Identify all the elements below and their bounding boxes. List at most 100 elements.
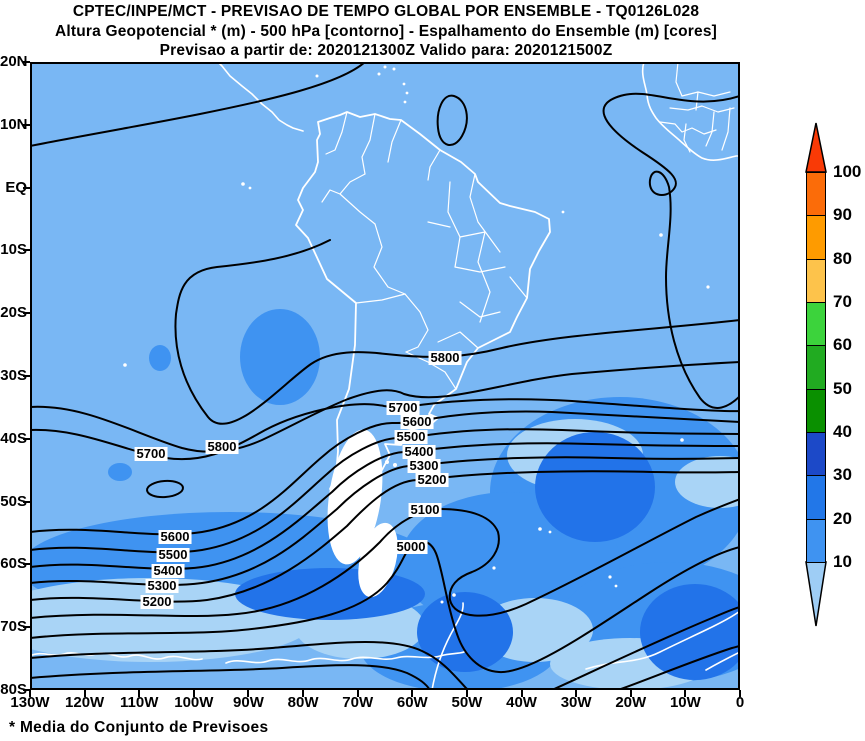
colorbar-tick-label: 40	[833, 422, 852, 441]
x-axis-label: 10W	[669, 694, 701, 711]
y-axis-tick	[23, 249, 30, 252]
y-axis-tick	[23, 626, 30, 629]
contour-label: 5300	[145, 578, 179, 593]
contour-label: 5400	[151, 563, 185, 578]
contour-label: 5000	[394, 539, 428, 554]
x-axis-tick	[411, 690, 414, 697]
colorbar-arrow-low	[805, 561, 827, 627]
contour-label: 5500	[156, 547, 190, 562]
x-axis-label: 0	[735, 694, 745, 711]
x-axis-tick	[684, 690, 687, 697]
title-line-2: Altura Geopotencial * (m) - 500 hPa [con…	[54, 22, 718, 40]
central-america-coastline	[217, 61, 304, 132]
x-axis-label: 30W	[560, 694, 592, 711]
x-axis-tick	[738, 690, 741, 697]
y-axis-tick	[23, 186, 30, 189]
contour-label: 5800	[205, 439, 239, 454]
colorbar-arrow-high	[805, 122, 827, 173]
colorbar-tick-label: 30	[833, 465, 852, 485]
country-state-borders	[321, 111, 528, 390]
x-axis-label: 70W	[342, 694, 374, 711]
x-axis-label: 110W	[120, 694, 159, 711]
x-axis-label: 90W	[233, 694, 264, 711]
contour-label: 5500	[394, 429, 428, 444]
x-axis-label: 40W	[506, 694, 537, 711]
colorbar-tick-label: 10	[833, 552, 852, 571]
y-axis-label: 70S	[0, 618, 27, 636]
y-axis-label: 60S	[0, 555, 27, 573]
chart-titles: CPTEC/INPE/MCT - PREVISAO DE TEMPO GLOBA…	[0, 2, 772, 61]
x-axis-tick	[302, 690, 305, 697]
y-axis-label: 30S	[0, 367, 27, 384]
y-axis-label: 20N	[0, 53, 28, 70]
y-axis-label: 40S	[0, 429, 27, 447]
y-axis-label: 10N	[0, 115, 28, 133]
contour-label: 5700	[134, 446, 168, 461]
x-axis-tick	[629, 690, 632, 697]
map-canvas	[0, 61, 780, 692]
x-axis-tick	[520, 690, 523, 697]
plot-border	[30, 62, 740, 690]
colorbar-tick-label: 50	[833, 378, 852, 398]
colorbar-segment	[806, 518, 826, 563]
x-axis-tick	[247, 690, 250, 697]
contour-label: 5100	[408, 502, 442, 517]
colorbar-segment	[806, 172, 826, 217]
colorbar-tick-label: 60	[833, 335, 852, 355]
contour-label: 5300	[407, 458, 441, 473]
y-axis-tick	[23, 689, 30, 691]
x-axis-label: 100W	[174, 694, 214, 711]
x-axis-tick	[575, 690, 578, 697]
colorbar-tick-label: 80	[833, 248, 852, 268]
y-axis-label: 80S	[0, 681, 27, 698]
y-axis-tick	[23, 375, 30, 377]
contour-label: 5600	[400, 414, 434, 429]
x-axis-label: 60W	[396, 694, 428, 711]
y-axis-tick	[23, 312, 30, 315]
title-line-3: Previsao a partir de: 2020121300Z Valido…	[159, 42, 613, 59]
y-axis-tick	[23, 563, 30, 566]
y-axis-tick	[23, 123, 30, 126]
x-axis-tick	[465, 690, 468, 697]
contour-label: 5600	[158, 529, 192, 544]
x-axis-label: 80W	[287, 694, 319, 711]
y-axis-tick	[23, 61, 30, 63]
colorbar-segment	[806, 475, 826, 520]
x-axis-label: 50W	[451, 694, 483, 711]
spread-shading	[0, 62, 780, 692]
y-axis-label: EQ	[5, 178, 27, 196]
contour-label: 5200	[140, 594, 174, 609]
x-axis-tick	[138, 690, 141, 697]
x-axis-label: 130W	[10, 694, 50, 711]
x-axis-label: 120W	[65, 694, 105, 711]
y-axis-label: 20S	[0, 304, 27, 322]
y-axis-tick	[23, 437, 30, 440]
colorbar-segment	[806, 215, 826, 260]
x-axis-label: 20W	[615, 694, 647, 711]
x-axis-tick	[356, 690, 359, 697]
contour-label: 5700	[386, 400, 420, 415]
colorbar-segment	[806, 345, 826, 390]
contour-label: 5400	[402, 444, 436, 459]
y-axis-tick	[23, 500, 30, 503]
x-axis-tick	[29, 690, 31, 697]
colorbar-tick-label: 100	[833, 162, 862, 181]
contour-label: 5200	[415, 472, 449, 487]
colorbar-segment	[806, 302, 826, 347]
africa-borders	[659, 61, 735, 153]
colorbar-tick-label: 70	[833, 292, 852, 311]
colorbar-tick-label: 90	[833, 205, 852, 225]
colorbar-segment	[806, 258, 826, 303]
y-axis-label: 50S	[0, 492, 27, 510]
x-axis-tick	[192, 690, 195, 697]
colorbar-segment	[806, 432, 826, 477]
africa-coastline	[641, 61, 741, 161]
footnote: * Media do Conjunto de Previsoes	[9, 719, 269, 736]
map-plot-area	[0, 61, 780, 692]
colorbar-tick-label: 20	[833, 508, 852, 528]
contour-lines	[29, 61, 741, 691]
island-dots	[123, 65, 710, 604]
contour-label: 5800	[428, 350, 462, 365]
title-line-1: CPTEC/INPE/MCT - PREVISAO DE TEMPO GLOBA…	[72, 3, 700, 20]
